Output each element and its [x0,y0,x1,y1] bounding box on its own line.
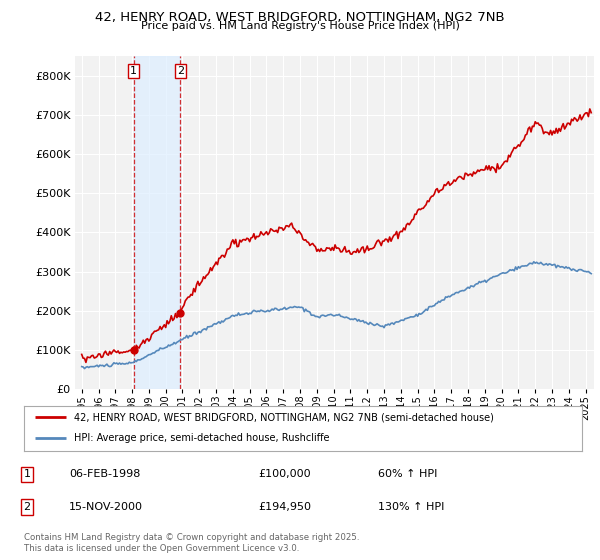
Text: 42, HENRY ROAD, WEST BRIDGFORD, NOTTINGHAM, NG2 7NB (semi-detached house): 42, HENRY ROAD, WEST BRIDGFORD, NOTTINGH… [74,412,494,422]
Text: 130% ↑ HPI: 130% ↑ HPI [378,502,445,512]
Text: 06-FEB-1998: 06-FEB-1998 [69,469,140,479]
Text: 1: 1 [23,469,31,479]
Text: 1: 1 [130,66,137,76]
Text: £194,950: £194,950 [258,502,311,512]
Text: £100,000: £100,000 [258,469,311,479]
Text: 15-NOV-2000: 15-NOV-2000 [69,502,143,512]
Text: 2: 2 [23,502,31,512]
Text: Price paid vs. HM Land Registry's House Price Index (HPI): Price paid vs. HM Land Registry's House … [140,21,460,31]
Text: HPI: Average price, semi-detached house, Rushcliffe: HPI: Average price, semi-detached house,… [74,433,330,444]
Text: Contains HM Land Registry data © Crown copyright and database right 2025.
This d: Contains HM Land Registry data © Crown c… [24,533,359,553]
Text: 2: 2 [177,66,184,76]
Bar [134,56,181,389]
Text: 60% ↑ HPI: 60% ↑ HPI [378,469,437,479]
Text: 42, HENRY ROAD, WEST BRIDGFORD, NOTTINGHAM, NG2 7NB: 42, HENRY ROAD, WEST BRIDGFORD, NOTTINGH… [95,11,505,24]
